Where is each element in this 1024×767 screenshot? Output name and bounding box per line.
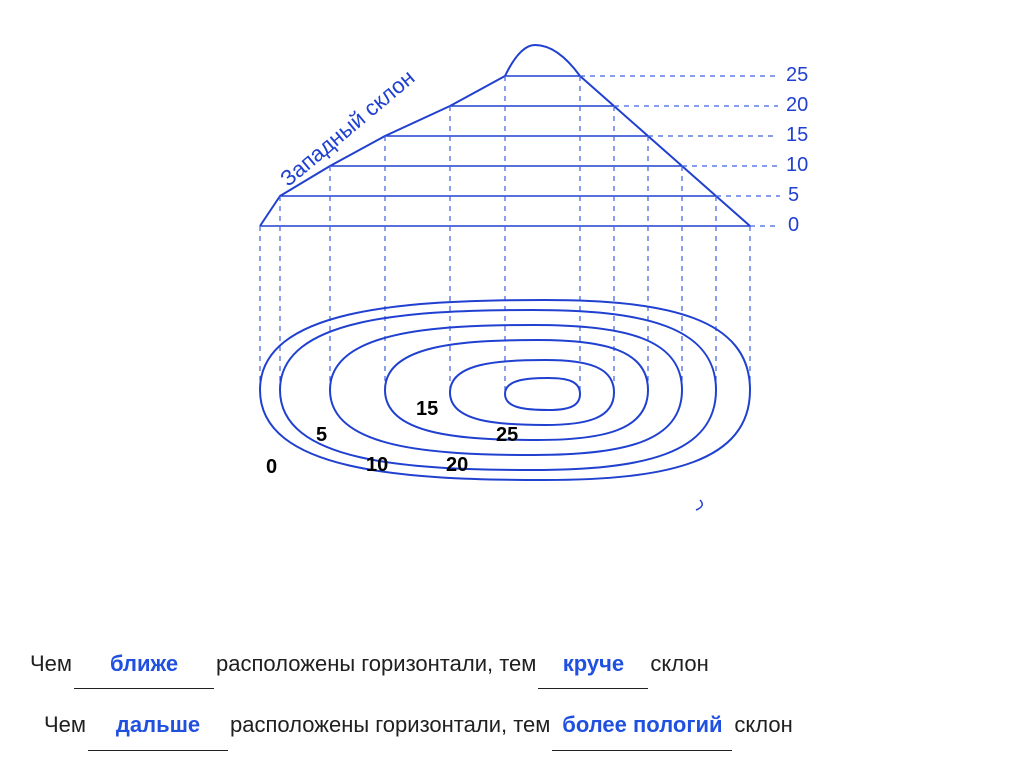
elevation-label: 0: [788, 214, 799, 237]
elevation-label: 25: [786, 64, 808, 87]
answer-1b: круче: [563, 651, 624, 676]
contour-value-label: 15: [416, 398, 438, 421]
answer-2b: более пологий: [562, 712, 722, 737]
text: расположены горизонтали, тем: [230, 701, 550, 749]
text: склон: [650, 640, 708, 688]
text: расположены горизонтали, тем: [216, 640, 536, 688]
contour-value-label: 10: [366, 454, 388, 477]
text: Чем: [30, 640, 72, 688]
elevation-label: 15: [786, 124, 808, 147]
text: склон: [734, 701, 792, 749]
blank-1b: круче: [538, 640, 648, 689]
blank-2a: дальше: [88, 701, 228, 750]
elevation-label: 5: [788, 184, 799, 207]
answer-2a: дальше: [116, 712, 200, 737]
answer-1a: ближе: [110, 651, 178, 676]
contour-value-label: 20: [446, 454, 468, 477]
contour-value-label: 0: [266, 456, 277, 479]
fill-in-sentences: Чем ближе расположены горизонтали, тем к…: [30, 640, 990, 763]
elevation-label: 10: [786, 154, 808, 177]
blank-1a: ближе: [74, 640, 214, 689]
elevation-label: 20: [786, 94, 808, 117]
text: Чем: [44, 701, 86, 749]
sentence-2: Чем дальше расположены горизонтали, тем …: [44, 701, 990, 750]
contour-value-label: 5: [316, 424, 327, 447]
sentence-1: Чем ближе расположены горизонтали, тем к…: [30, 640, 990, 689]
diagram-container: Западный склон05101520250510152025: [0, 0, 1024, 560]
contour-diagram: [0, 0, 1024, 560]
blank-2b: более пологий: [552, 701, 732, 750]
contour-value-label: 25: [496, 424, 518, 447]
